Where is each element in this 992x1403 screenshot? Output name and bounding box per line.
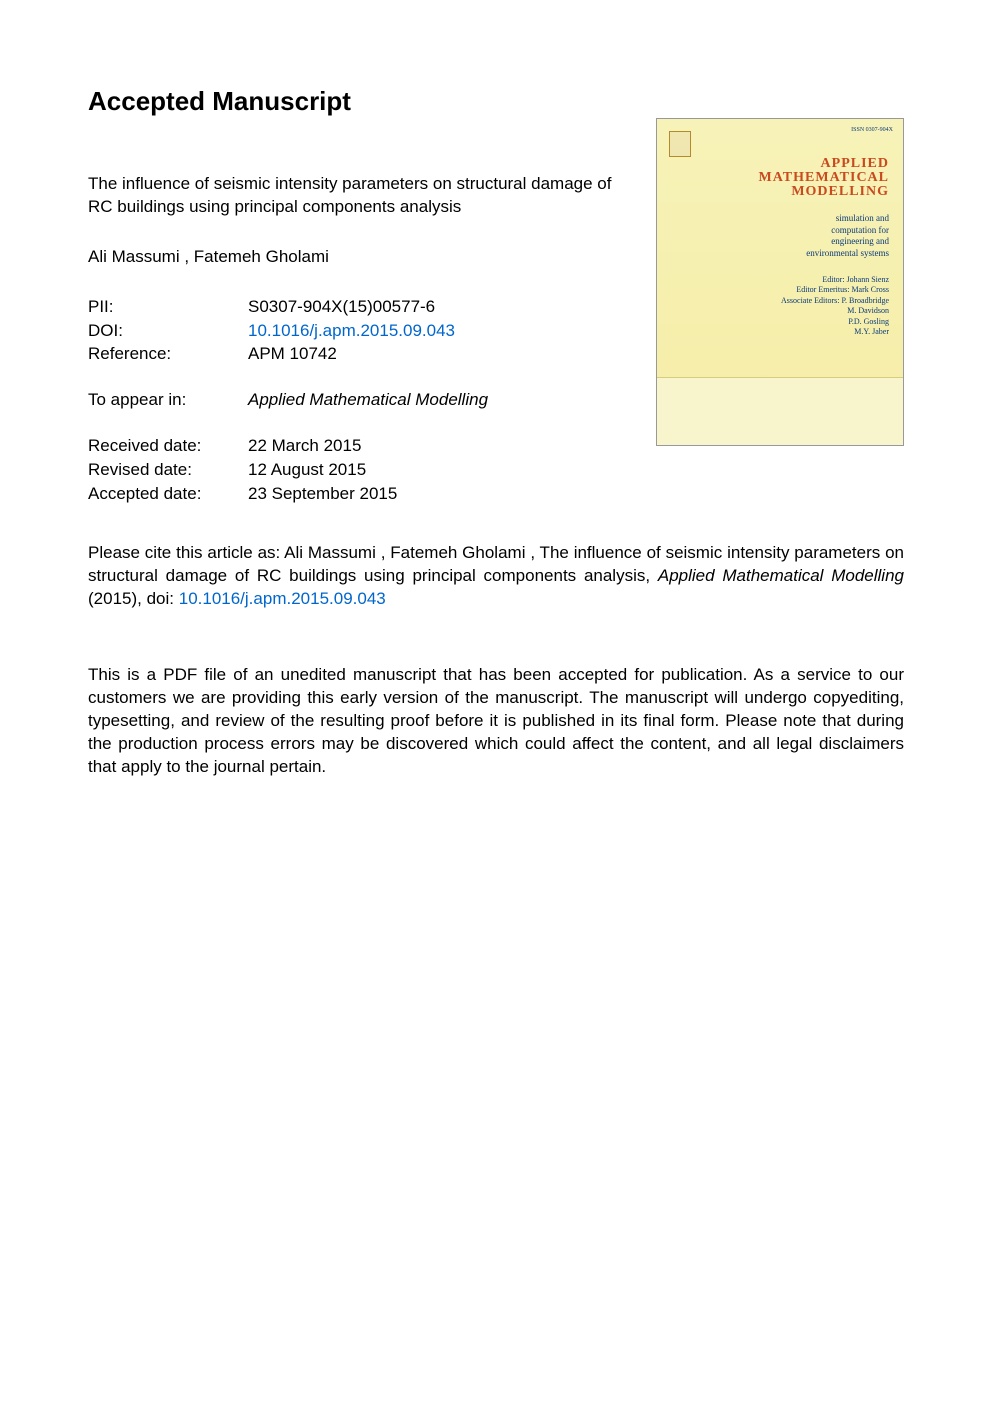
citation-journal-italic: Applied Mathematical Modelling	[658, 566, 904, 585]
cover-editors: Editor: Johann Sienz Editor Emeritus: Ma…	[781, 275, 889, 337]
cover-issn: ISSN 0307-904X	[851, 127, 893, 133]
accepted-date-row: Accepted date: 23 September 2015	[88, 482, 904, 506]
journal-cover-thumbnail: ISSN 0307-904X APPLIED MATHEMATICAL MODE…	[656, 118, 904, 446]
accepted-manuscript-heading: Accepted Manuscript	[88, 86, 904, 117]
cover-title-line: MATHEMATICAL	[759, 171, 889, 185]
cover-subtitle-line: engineering and	[806, 236, 889, 248]
reference-value: APM 10742	[248, 342, 337, 366]
citation-text: Please cite this article as: Ali Massumi…	[88, 542, 904, 611]
cover-editor-line: P.D. Gosling	[781, 317, 889, 327]
cover-subtitle: simulation and computation for engineeri…	[806, 213, 889, 260]
doi-link[interactable]: 10.1016/j.apm.2015.09.043	[248, 319, 455, 343]
pii-label: PII:	[88, 295, 248, 319]
cover-editor-line: Editor Emeritus: Mark Cross	[781, 285, 889, 295]
cover-editor-line: Associate Editors: P. Broadbridge	[781, 296, 889, 306]
disclaimer-text: This is a PDF file of an unedited manusc…	[88, 664, 904, 779]
accepted-date-label: Accepted date:	[88, 482, 248, 506]
article-title-line: The influence of seismic intensity param…	[88, 174, 611, 193]
cover-subtitle-line: environmental systems	[806, 248, 889, 260]
elsevier-logo-icon	[669, 131, 691, 157]
cover-journal-title: APPLIED MATHEMATICAL MODELLING	[759, 157, 889, 199]
reference-label: Reference:	[88, 342, 248, 366]
cover-editor-line: M. Davidson	[781, 306, 889, 316]
cover-title-line: MODELLING	[759, 185, 889, 199]
cover-editor-line: Editor: Johann Sienz	[781, 275, 889, 285]
accepted-date-value: 23 September 2015	[248, 482, 397, 506]
citation-doi-link[interactable]: 10.1016/j.apm.2015.09.043	[179, 589, 386, 608]
revised-date-label: Revised date:	[88, 458, 248, 482]
citation-year: (2015), doi:	[88, 589, 179, 608]
pii-value: S0307-904X(15)00577-6	[248, 295, 435, 319]
cover-editor-line: M.Y. Jaber	[781, 327, 889, 337]
received-date-value: 22 March 2015	[248, 434, 361, 458]
cover-title-line: APPLIED	[759, 157, 889, 171]
to-appear-in-journal: Applied Mathematical Modelling	[248, 390, 488, 410]
cover-lower-band	[657, 377, 903, 445]
to-appear-in-label: To appear in:	[88, 390, 248, 410]
received-date-label: Received date:	[88, 434, 248, 458]
article-title: The influence of seismic intensity param…	[88, 173, 628, 219]
cover-subtitle-line: computation for	[806, 225, 889, 237]
article-title-line: RC buildings using principal components …	[88, 197, 461, 216]
revised-date-row: Revised date: 12 August 2015	[88, 458, 904, 482]
cover-subtitle-line: simulation and	[806, 213, 889, 225]
doi-label: DOI:	[88, 319, 248, 343]
revised-date-value: 12 August 2015	[248, 458, 366, 482]
